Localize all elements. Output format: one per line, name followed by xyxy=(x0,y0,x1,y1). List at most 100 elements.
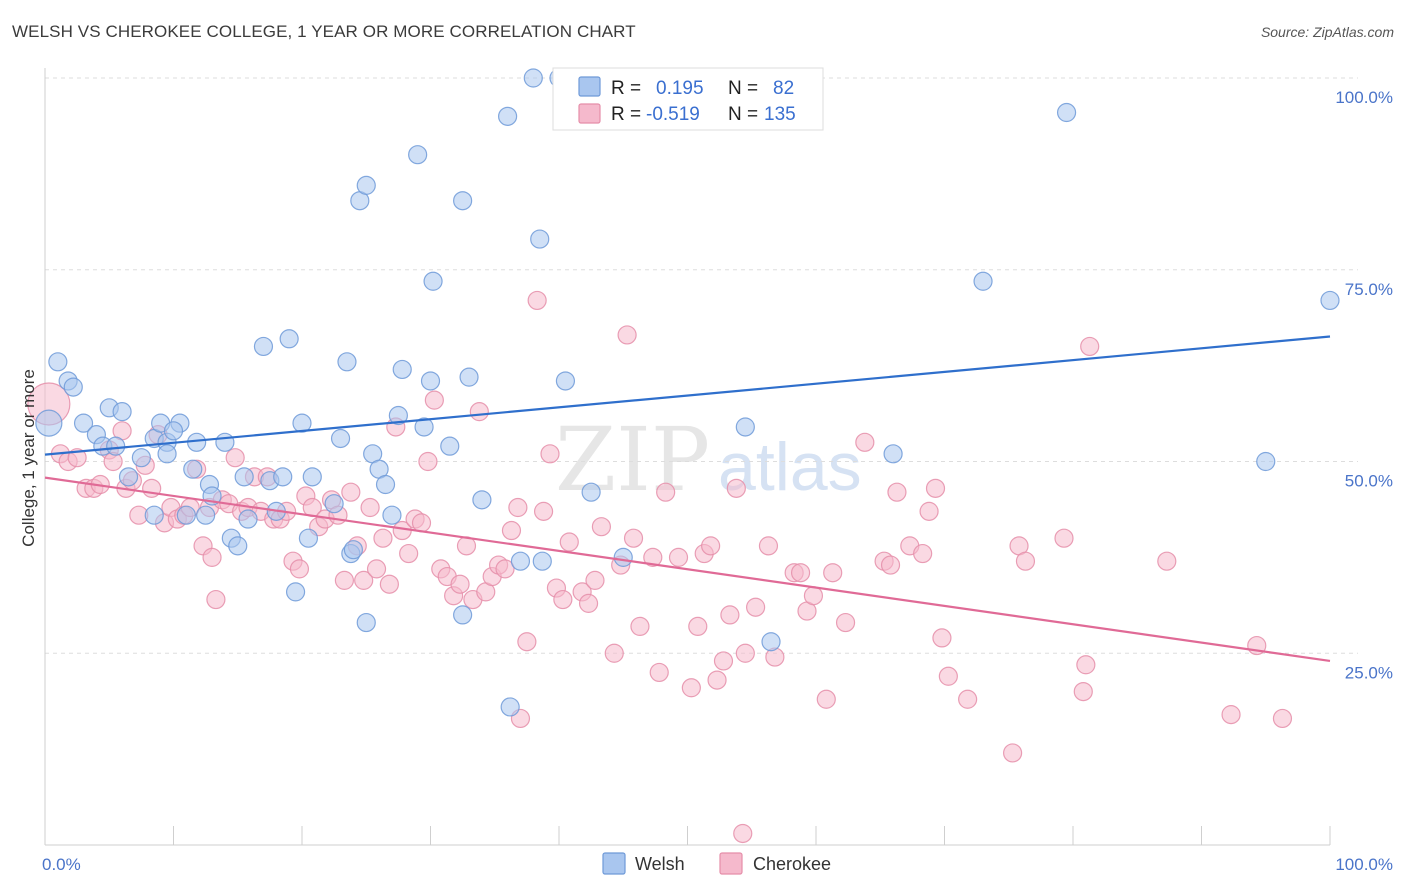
welsh-point xyxy=(343,540,363,560)
cherokee-point xyxy=(334,570,355,590)
welsh-point xyxy=(453,191,473,211)
cherokee-trend-line xyxy=(44,476,1331,663)
welsh-point xyxy=(440,436,460,456)
welsh-n-label: N = xyxy=(728,78,758,99)
cherokee-point xyxy=(681,678,701,698)
cherokee-point xyxy=(411,513,432,533)
welsh-point xyxy=(423,271,443,291)
cherokee-point xyxy=(202,547,222,567)
welsh-point xyxy=(118,467,139,487)
cherokee-point xyxy=(527,290,547,311)
cherokee-point xyxy=(758,536,779,556)
cherokee-point xyxy=(720,605,740,625)
cherokee-point xyxy=(418,451,438,472)
cherokee-point xyxy=(938,666,958,686)
welsh-r-label: R = xyxy=(611,78,641,99)
welsh-point xyxy=(48,352,68,372)
cherokee-point xyxy=(1221,705,1241,725)
welsh-r-value: 0.195 xyxy=(656,78,704,99)
welsh-point xyxy=(392,359,412,380)
cherokee-point xyxy=(553,589,573,610)
welsh-point xyxy=(1056,102,1077,123)
welsh-point xyxy=(273,467,293,487)
welsh-point xyxy=(285,582,306,602)
welsh-point xyxy=(63,377,83,397)
welsh-point xyxy=(453,605,473,625)
cherokee-point xyxy=(501,520,522,541)
cherokee-point xyxy=(790,563,811,583)
welsh-point xyxy=(459,367,479,387)
trend-lines xyxy=(44,335,1331,663)
cherokee-point xyxy=(656,482,676,502)
cherokee-points xyxy=(27,290,1293,844)
welsh-point xyxy=(532,551,552,571)
cherokee-point xyxy=(225,448,245,468)
welsh-point xyxy=(530,229,550,249)
cherokee-point xyxy=(604,643,624,663)
cherokee-point xyxy=(559,532,579,552)
tick-labels: 25.0% 50.0% 75.0% 100.0% 0.0% 100.0% xyxy=(42,88,1393,874)
cherokee-point xyxy=(366,559,387,579)
welsh-point xyxy=(144,505,164,525)
y-axis-title: College, 1 year or more xyxy=(19,369,38,547)
cherokee-point xyxy=(591,517,612,537)
cherokee-point xyxy=(354,570,374,590)
legend-welsh-label: Welsh xyxy=(635,854,685,874)
welsh-point xyxy=(375,474,396,495)
cherokee-point xyxy=(469,402,489,422)
welsh-point xyxy=(183,459,203,479)
cherokee-point xyxy=(1003,743,1023,763)
welsh-point xyxy=(356,612,376,633)
welsh-point xyxy=(163,421,184,441)
welsh-point xyxy=(883,444,903,464)
cherokee-point xyxy=(1073,681,1093,702)
cherokee-point xyxy=(623,528,644,548)
legend-cherokee-label: Cherokee xyxy=(753,854,831,874)
cherokee-point xyxy=(289,559,310,579)
y-tick-label: 75.0% xyxy=(1345,280,1393,299)
cherokee-point xyxy=(424,390,444,410)
welsh-point xyxy=(420,371,441,391)
y-tick-label: 25.0% xyxy=(1345,663,1393,682)
cherokee-point xyxy=(617,325,637,345)
axes xyxy=(44,68,1331,846)
welsh-point xyxy=(581,482,601,502)
welsh-point xyxy=(106,436,126,456)
welsh-point xyxy=(330,428,351,449)
cherokee-point xyxy=(913,543,933,564)
welsh-point xyxy=(735,417,755,437)
cherokee-point xyxy=(540,444,560,464)
welsh-point xyxy=(523,68,543,88)
cherokee-point xyxy=(399,543,419,564)
cherokee-point xyxy=(668,547,689,567)
x-tick-label: 0.0% xyxy=(42,855,81,874)
cherokee-point xyxy=(713,651,734,671)
cherokee-point xyxy=(1015,551,1036,571)
welsh-point xyxy=(337,352,357,372)
welsh-point xyxy=(510,551,531,571)
welsh-n-value: 82 xyxy=(773,78,794,99)
welsh-point xyxy=(228,536,248,556)
welsh-point xyxy=(35,409,63,437)
welsh-point xyxy=(298,528,319,548)
cherokee-point xyxy=(630,616,650,637)
cherokee-point xyxy=(1157,551,1177,571)
welsh-point xyxy=(382,505,402,525)
cherokee-swatch xyxy=(578,103,601,124)
cherokee-point xyxy=(643,547,663,567)
cherokee-point xyxy=(373,528,393,548)
welsh-point xyxy=(302,467,322,487)
welsh-points xyxy=(35,68,1340,717)
legend-cherokee-swatch xyxy=(719,852,743,875)
cherokee-point xyxy=(517,632,537,652)
welsh-point xyxy=(215,432,235,452)
welsh-point xyxy=(238,509,258,529)
source-credit: Source: ZipAtlas.com xyxy=(1260,24,1394,40)
cherokee-point xyxy=(707,670,727,690)
welsh-point xyxy=(324,494,344,514)
welsh-point xyxy=(356,175,376,195)
cherokee-point xyxy=(816,689,836,709)
cherokee-point xyxy=(823,563,843,583)
welsh-point xyxy=(112,402,132,422)
